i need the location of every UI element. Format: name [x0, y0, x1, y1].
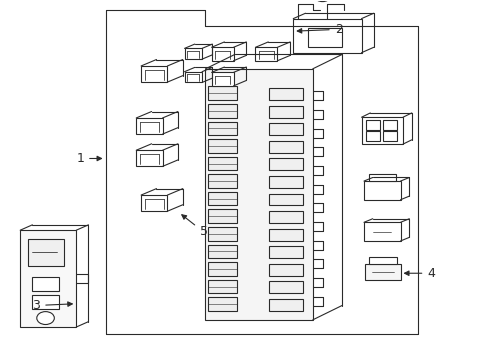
Bar: [207, 192, 237, 206]
Bar: [32, 277, 59, 291]
Text: 2: 2: [297, 23, 342, 36]
Bar: [293, 19, 361, 53]
Bar: [207, 210, 237, 223]
Bar: [366, 120, 379, 130]
Bar: [205, 69, 312, 320]
Bar: [184, 72, 202, 82]
Bar: [268, 176, 303, 188]
Bar: [141, 195, 167, 211]
Bar: [268, 229, 303, 240]
Bar: [207, 297, 237, 311]
Bar: [207, 244, 237, 258]
Bar: [211, 47, 233, 61]
Text: 4: 4: [404, 267, 434, 280]
Bar: [207, 157, 237, 170]
Bar: [207, 174, 237, 188]
Bar: [268, 106, 303, 118]
Bar: [268, 299, 303, 311]
Bar: [207, 104, 237, 118]
Circle shape: [37, 312, 54, 324]
Bar: [32, 295, 59, 309]
Bar: [363, 222, 400, 241]
Bar: [268, 88, 303, 100]
Bar: [27, 239, 64, 266]
Bar: [207, 227, 237, 240]
Bar: [363, 181, 400, 200]
Text: 1: 1: [76, 152, 102, 165]
Bar: [268, 123, 303, 135]
Bar: [268, 211, 303, 223]
Bar: [268, 194, 303, 206]
Bar: [307, 28, 341, 47]
Bar: [361, 117, 402, 144]
Bar: [207, 122, 237, 135]
Bar: [255, 47, 277, 61]
Bar: [20, 230, 76, 327]
Bar: [368, 174, 395, 181]
Bar: [383, 131, 396, 140]
Bar: [207, 280, 237, 293]
Text: 3: 3: [32, 299, 72, 312]
Bar: [207, 86, 237, 100]
Bar: [365, 264, 400, 280]
Text: 5: 5: [182, 215, 207, 238]
Bar: [207, 262, 237, 276]
Bar: [368, 257, 396, 264]
Ellipse shape: [315, 0, 329, 1]
Bar: [268, 282, 303, 293]
Bar: [207, 139, 237, 153]
Bar: [268, 246, 303, 258]
Bar: [141, 66, 167, 82]
Bar: [366, 131, 379, 140]
Bar: [136, 118, 162, 134]
Bar: [211, 72, 233, 86]
Bar: [136, 150, 162, 166]
Bar: [184, 48, 202, 59]
Bar: [268, 141, 303, 153]
Bar: [268, 158, 303, 170]
Bar: [268, 264, 303, 276]
Bar: [383, 120, 396, 130]
